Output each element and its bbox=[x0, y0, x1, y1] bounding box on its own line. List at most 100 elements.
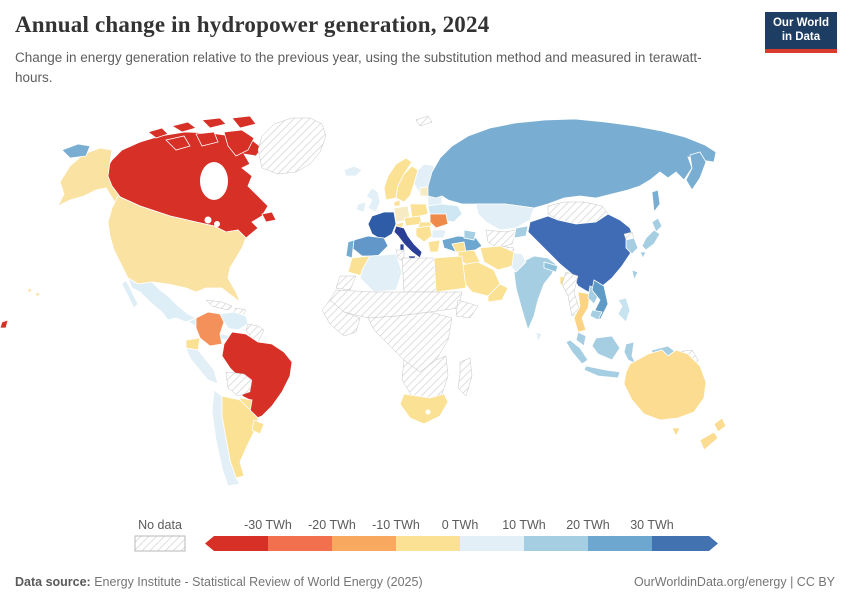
country-ireland[interactable] bbox=[355, 201, 367, 213]
country-myanmar[interactable] bbox=[561, 271, 581, 317]
chart-footer: Data source: Energy Institute - Statisti… bbox=[0, 566, 850, 600]
owid-logo-line1: Our World bbox=[772, 17, 829, 29]
legend-swatch-4[interactable] bbox=[460, 536, 524, 551]
country-indonesia-sumatra[interactable] bbox=[565, 339, 589, 365]
country-svalbard[interactable] bbox=[415, 115, 433, 127]
country-indonesia-sulawesi[interactable] bbox=[623, 341, 637, 365]
country-canada-island[interactable] bbox=[201, 117, 227, 129]
country-egypt[interactable] bbox=[433, 255, 467, 293]
country-bolivia[interactable] bbox=[225, 371, 253, 397]
country-new-zealand-south[interactable] bbox=[699, 431, 719, 451]
legend-swatch-0[interactable] bbox=[205, 536, 268, 551]
legend-tick-6: 30 TWh bbox=[630, 518, 674, 532]
country-uzbekistan-turkmenistan[interactable] bbox=[485, 229, 517, 249]
country-cambodia[interactable] bbox=[589, 309, 603, 321]
data-source-text: Energy Institute - Statistical Review of… bbox=[94, 575, 423, 589]
legend-tick-4: 10 TWh bbox=[502, 518, 546, 532]
country-madagascar[interactable] bbox=[457, 357, 473, 397]
country-horn-of-africa[interactable] bbox=[455, 299, 479, 319]
country-russia-kamchatka[interactable] bbox=[685, 151, 707, 191]
legend-swatch-5[interactable] bbox=[524, 536, 588, 551]
country-mexico-baja[interactable] bbox=[121, 279, 139, 309]
country-kyrgyzstan-tajikistan[interactable] bbox=[513, 225, 529, 239]
country-colombia[interactable] bbox=[195, 311, 225, 347]
country-south-korea[interactable] bbox=[625, 237, 639, 255]
country-france[interactable] bbox=[367, 211, 397, 241]
country-india[interactable] bbox=[513, 255, 557, 332]
country-japan-kyushu[interactable] bbox=[639, 251, 647, 259]
country-uk[interactable] bbox=[365, 187, 381, 213]
country-sri-lanka[interactable] bbox=[535, 331, 543, 344]
country-portugal[interactable] bbox=[345, 239, 355, 259]
country-russia[interactable] bbox=[427, 118, 717, 209]
legend-swatch-2[interactable] bbox=[332, 536, 396, 551]
country-indonesia-java[interactable] bbox=[583, 365, 621, 379]
country-usa-hawaii[interactable] bbox=[27, 287, 42, 298]
country-algeria[interactable] bbox=[359, 253, 403, 293]
country-spain[interactable] bbox=[351, 235, 389, 257]
owid-logo[interactable]: Our World in Data bbox=[764, 12, 837, 53]
country-australia[interactable] bbox=[623, 349, 707, 421]
country-canada-island[interactable] bbox=[165, 135, 191, 151]
country-greece[interactable] bbox=[427, 239, 441, 253]
footer-divider: | bbox=[790, 575, 794, 589]
legend-swatch-3[interactable] bbox=[396, 536, 460, 551]
country-iran[interactable] bbox=[479, 245, 515, 271]
country-uruguay[interactable] bbox=[251, 419, 265, 435]
country-romania[interactable] bbox=[429, 213, 449, 229]
country-caucasus[interactable] bbox=[463, 229, 477, 241]
country-west-africa[interactable] bbox=[321, 299, 361, 337]
country-iceland[interactable] bbox=[343, 165, 363, 177]
country-canada-baffin[interactable] bbox=[223, 129, 255, 157]
country-new-zealand-north[interactable] bbox=[713, 417, 727, 433]
country-taiwan[interactable] bbox=[631, 269, 639, 282]
country-japan-hokkaido[interactable] bbox=[651, 217, 663, 233]
legend-tick-5: 20 TWh bbox=[566, 518, 610, 532]
country-canada-island[interactable] bbox=[195, 131, 219, 147]
data-source-label: Data source: bbox=[15, 575, 91, 589]
country-argentina[interactable] bbox=[221, 395, 259, 479]
country-china[interactable] bbox=[527, 213, 635, 293]
country-russia-sakhalin[interactable] bbox=[651, 189, 661, 214]
legend-swatch-6[interactable] bbox=[588, 536, 652, 551]
country-yemen-oman[interactable] bbox=[487, 283, 509, 303]
country-sahel-sudan[interactable] bbox=[329, 289, 463, 319]
country-libya[interactable] bbox=[401, 257, 437, 293]
owid-link[interactable]: OurWorldinData.org/energy bbox=[633, 575, 787, 589]
country-australia-tasmania[interactable] bbox=[671, 427, 681, 437]
country-malaysia[interactable] bbox=[575, 331, 587, 347]
country-philippines[interactable] bbox=[617, 297, 631, 323]
country-western-sahara[interactable] bbox=[335, 275, 357, 291]
country-canada-island[interactable] bbox=[147, 127, 169, 139]
map-countries bbox=[0, 115, 727, 487]
great-lake bbox=[204, 216, 212, 224]
legend-swatch-1[interactable] bbox=[268, 536, 332, 551]
legend-no-data-swatch[interactable] bbox=[134, 535, 186, 552]
map-legend: No data -30 TWh -20 TWh -10 TWh 0 TWh 10… bbox=[134, 518, 718, 552]
country-southern-africa[interactable] bbox=[401, 355, 449, 399]
country-nepal[interactable] bbox=[543, 261, 559, 273]
country-poland[interactable] bbox=[409, 203, 429, 219]
country-bulgaria[interactable] bbox=[431, 229, 447, 239]
country-venezuela[interactable] bbox=[219, 311, 249, 331]
legend-tick-3: 0 TWh bbox=[442, 518, 479, 532]
country-mexico[interactable] bbox=[127, 277, 197, 323]
country-fiji[interactable] bbox=[0, 319, 9, 329]
owid-logo-line2: in Data bbox=[781, 30, 821, 43]
country-south-africa[interactable] bbox=[399, 393, 449, 425]
country-cuba[interactable] bbox=[205, 299, 233, 311]
country-russia-chukotka-west[interactable] bbox=[61, 143, 91, 159]
country-canada-island[interactable] bbox=[231, 115, 257, 129]
country-balkans[interactable] bbox=[415, 225, 433, 243]
country-indonesia-borneo[interactable] bbox=[591, 335, 621, 361]
country-greenland[interactable] bbox=[257, 117, 327, 175]
country-canada-newfoundland[interactable] bbox=[261, 211, 277, 223]
country-kazakhstan[interactable] bbox=[475, 203, 535, 231]
country-canada-island[interactable] bbox=[170, 121, 197, 133]
country-usa[interactable] bbox=[107, 195, 247, 304]
country-denmark[interactable] bbox=[393, 199, 401, 207]
legend-swatch-7[interactable] bbox=[652, 536, 718, 551]
country-peru[interactable] bbox=[185, 347, 219, 385]
country-japan-honshu[interactable] bbox=[641, 229, 661, 251]
